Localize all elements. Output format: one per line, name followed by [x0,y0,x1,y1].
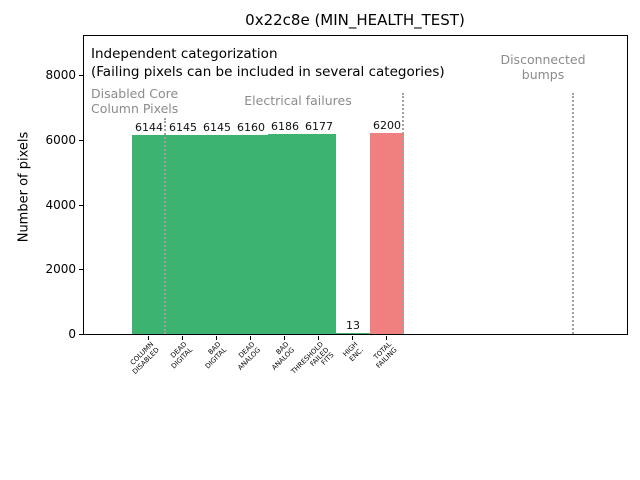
x-tick-mark [385,336,387,340]
group-label-disconnected-line1: Disconnected [500,52,586,67]
group-separator-line [572,93,574,334]
bar-value-label: 6186 [271,119,299,133]
annotation-independent-categorization: Independent categorization [91,46,278,62]
x-tick-label: DEAD ANALOG [236,340,263,372]
bar-value-label: 6144 [135,121,163,135]
y-axis-label: Number of pixels [16,131,32,243]
group-label-disconnected-bumps: Disconnected bumps [500,52,585,82]
bar-value-label: 6145 [203,121,231,135]
bar-threshold-failed-fits [302,134,336,334]
y-tick-label: 8000 [45,68,76,82]
y-tick-mark [79,334,83,335]
bar-high-enc. [336,333,370,334]
y-tick-mark [79,75,83,76]
group-separator-line [402,93,404,334]
x-tick-mark [215,336,217,340]
annotation-independent-subtext: (Failing pixels can be included in sever… [91,64,445,80]
bar-value-label: 13 [346,319,360,332]
y-tick-label: 6000 [45,132,76,147]
y-tick-mark [79,204,83,206]
y-tick-label: 0 [68,327,76,341]
x-tick-mark [147,336,149,340]
x-tick-label: BAD DIGITAL [203,340,229,371]
group-separator-line [164,118,166,334]
group-label-disabled-core-line2: Column Pixels [91,100,179,116]
bar-total-failing [370,133,404,334]
y-tick-mark [79,139,83,141]
group-label-disconnected-line2: bumps [521,67,565,82]
bar-value-label: 6177 [305,120,333,134]
group-label-disabled-core-line1: Disabled Core [91,86,179,101]
bar-value-label: 6160 [237,120,265,134]
y-tick-label: 2000 [45,262,76,277]
x-tick-mark [283,336,285,340]
x-tick-mark [351,336,353,340]
bar-dead-digital [166,135,200,334]
x-tick-mark [249,336,251,340]
chart-title: 0x22c8e (MIN_HEALTH_TEST) [245,11,465,29]
x-tick-label: COLUMN DISABLED [128,340,161,376]
plot-area: 6144 6145 6145 6160 6186 6177 13 6200 [83,35,628,335]
bar-bad-analog [268,133,302,334]
bar-dead-analog [234,134,268,334]
group-label-electrical-failures: Electrical failures [244,93,352,108]
y-tick-mark [79,269,83,271]
x-tick-label: HIGH ENC. [340,340,365,363]
x-tick-mark [181,336,183,340]
x-tick-mark [317,336,319,340]
bar-bad-digital [200,135,234,334]
x-tick-label: THRESHOLD FAILED FITS [289,340,336,376]
y-tick-label: 4000 [45,197,76,212]
bar-column-disabled [132,135,166,334]
bar-value-label: 6200 [373,119,401,133]
group-label-disabled-core: Disabled Core Column Pixels [91,86,179,116]
x-tick-label: DEAD DIGITAL [169,340,195,371]
x-tick-label: TOTAL FAILING [372,340,399,370]
bar-value-label: 6145 [169,121,197,135]
